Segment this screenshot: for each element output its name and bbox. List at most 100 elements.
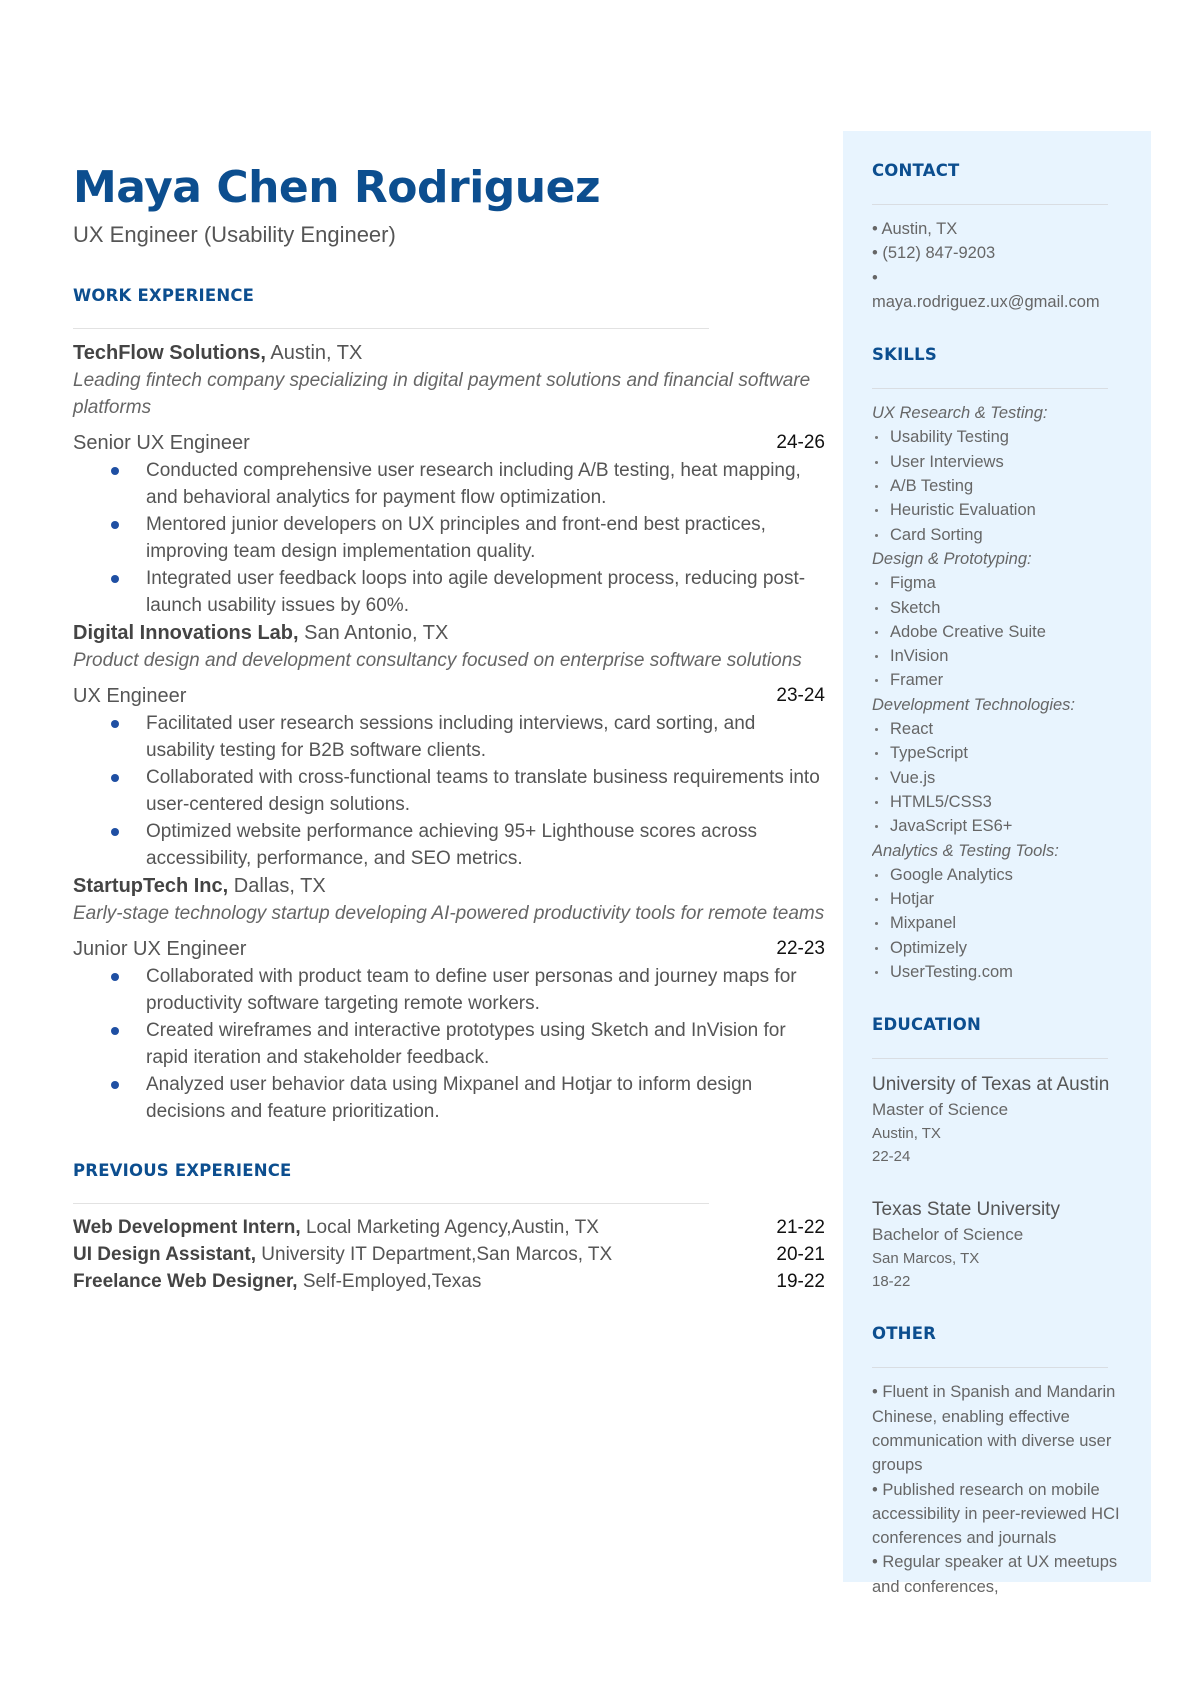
role-dates: 23-24 (776, 685, 825, 706)
role-title: UX Engineer (73, 685, 187, 707)
achievement-text: Collaborated with cross-functional teams… (146, 767, 820, 815)
company-location: Austin, TX (265, 342, 363, 364)
work-experience-heading: WORK EXPERIENCE (73, 286, 255, 305)
sidebar: CONTACT • Austin, TX • (512) 847-9203 • … (872, 156, 1134, 1606)
role-title: Senior UX Engineer (73, 432, 250, 454)
achievement-item: Collaborated with cross-functional teams… (73, 764, 825, 818)
skill-item: Usability Testing (872, 425, 1134, 449)
role-dates: 24-26 (776, 432, 825, 453)
role-dates: 22-23 (776, 938, 825, 959)
divider (73, 328, 709, 329)
degree: Master of Science (872, 1100, 1009, 1120)
company-line: StartupTech Inc, Dallas, TX (73, 872, 825, 900)
skill-category: Analytics & Testing Tools: (872, 841, 1059, 860)
skill-item: TypeScript (872, 741, 1134, 765)
previous-experience-row: UI Design Assistant, University IT Depar… (73, 1241, 825, 1268)
previous-role: Freelance Web Designer, (73, 1271, 298, 1292)
education-list: University of Texas at Austin Master of S… (872, 1071, 1134, 1293)
achievement-item: Optimized website performance achieving … (73, 818, 825, 872)
skills-section: SKILLS UX Research & Testing: Usability T… (872, 340, 1134, 984)
education-entry: Texas State University Bachelor of Scienc… (872, 1196, 1134, 1293)
achievement-text: Mentored junior developers on UX princip… (146, 514, 766, 562)
achievement-text: Conducted comprehensive user research in… (146, 460, 801, 508)
skills-list: UX Research & Testing: Usability Testing U… (872, 401, 1134, 984)
skill-item: User Interviews (872, 450, 1134, 474)
main-column: Maya Chen Rodriguez UX Engineer (Usabili… (73, 160, 825, 1295)
skill-category: Design & Prototyping: (872, 549, 1032, 568)
skill-item: A/B Testing (872, 474, 1134, 498)
previous-org: Local Marketing Agency,Austin, TX (300, 1217, 599, 1238)
skill-item: JavaScript ES6+ (872, 814, 1134, 838)
contact-section: CONTACT • Austin, TX • (512) 847-9203 • … (872, 156, 1134, 314)
degree: Bachelor of Science (872, 1225, 1024, 1245)
achievement-list: Facilitated user research sessions inclu… (73, 710, 825, 872)
previous-experience-list: Web Development Intern, Local Marketing … (73, 1214, 825, 1295)
job-list: TechFlow Solutions, Austin, TX Leading fi… (73, 339, 825, 1125)
previous-experience-row: Freelance Web Designer, Self-Employed,Te… (73, 1268, 825, 1295)
company-location: San Antonio, TX (298, 622, 449, 644)
education-section: EDUCATION University of Texas at Austin M… (872, 1010, 1134, 1293)
achievement-list: Collaborated with product team to define… (73, 963, 825, 1125)
skill-category: UX Research & Testing: (872, 404, 1048, 423)
achievement-text: Optimized website performance achieving … (146, 821, 757, 869)
skills-heading: SKILLS (872, 345, 937, 365)
previous-experience-row: Web Development Intern, Local Marketing … (73, 1214, 825, 1241)
education-dates: 18-22 (872, 1273, 911, 1291)
other-item: • Regular speaker at UX meetups and conf… (872, 1553, 1118, 1596)
skill-item: InVision (872, 644, 1134, 668)
skill-item: Sketch (872, 596, 1134, 620)
other-list: • Fluent in Spanish and Mandarin Chinese… (872, 1380, 1134, 1599)
contact-email-bullet: • (872, 268, 878, 287)
previous-role: Web Development Intern, (73, 1217, 301, 1238)
bullet-icon (111, 575, 119, 583)
skill-item: Optimizely (872, 936, 1134, 960)
achievement-text: Facilitated user research sessions inclu… (146, 713, 756, 761)
skill-item: Google Analytics (872, 863, 1134, 887)
skill-item: UserTesting.com (872, 960, 1134, 984)
role-line: UX Engineer 23-24 (73, 682, 825, 710)
other-section: OTHER • Fluent in Spanish and Mandarin C… (872, 1319, 1134, 1599)
school-location: Austin, TX (872, 1125, 941, 1143)
bullet-icon (111, 521, 119, 529)
skill-item: Mixpanel (872, 911, 1134, 935)
achievement-text: Integrated user feedback loops into agil… (146, 568, 806, 616)
skill-item: React (872, 717, 1134, 741)
contact-email[interactable]: maya.rodriguez.ux@gmail.com (872, 292, 1100, 311)
previous-experience-heading: PREVIOUS EXPERIENCE (73, 1161, 292, 1180)
other-heading: OTHER (872, 1324, 937, 1344)
previous-dates: 20-21 (776, 1244, 825, 1265)
education-heading: EDUCATION (872, 1015, 981, 1035)
skill-item: HTML5/CSS3 (872, 790, 1134, 814)
divider (872, 204, 1108, 205)
achievement-item: Mentored junior developers on UX princip… (73, 511, 825, 565)
previous-role: UI Design Assistant, (73, 1244, 257, 1265)
divider (872, 1367, 1108, 1369)
skill-item: Vue.js (872, 766, 1134, 790)
education-entry: University of Texas at Austin Master of S… (872, 1071, 1134, 1168)
achievement-item: Analyzed user behavior data using Mixpan… (73, 1071, 825, 1125)
role-line: Senior UX Engineer 24-26 (73, 429, 825, 457)
candidate-name: Maya Chen Rodriguez (73, 162, 601, 213)
candidate-title: UX Engineer (Usability Engineer) (73, 222, 396, 247)
achievement-item: Created wireframes and interactive proto… (73, 1017, 825, 1071)
company-line: Digital Innovations Lab, San Antonio, TX (73, 619, 825, 647)
company-description: Leading fintech company specializing in … (73, 370, 811, 418)
other-item: • Fluent in Spanish and Mandarin Chinese… (872, 1383, 1116, 1475)
company-description: Early-stage technology startup developin… (73, 903, 825, 924)
divider (73, 1203, 709, 1204)
education-dates: 22-24 (872, 1148, 911, 1166)
company-location: Dallas, TX (228, 875, 326, 897)
previous-dates: 19-22 (776, 1271, 825, 1292)
skill-category: Development Technologies: (872, 695, 1076, 714)
bullet-icon (111, 1081, 119, 1089)
school-name: Texas State University (872, 1199, 1060, 1221)
skill-item: Heuristic Evaluation (872, 498, 1134, 522)
bullet-icon (111, 720, 119, 728)
company-name: StartupTech Inc, (73, 875, 229, 897)
school-location: San Marcos, TX (872, 1250, 980, 1268)
divider (872, 1058, 1108, 1060)
divider (872, 388, 1108, 390)
previous-role-line: UI Design Assistant, University IT Depar… (73, 1241, 612, 1268)
skill-item: Hotjar (872, 887, 1134, 911)
achievement-text: Analyzed user behavior data using Mixpan… (146, 1074, 753, 1122)
